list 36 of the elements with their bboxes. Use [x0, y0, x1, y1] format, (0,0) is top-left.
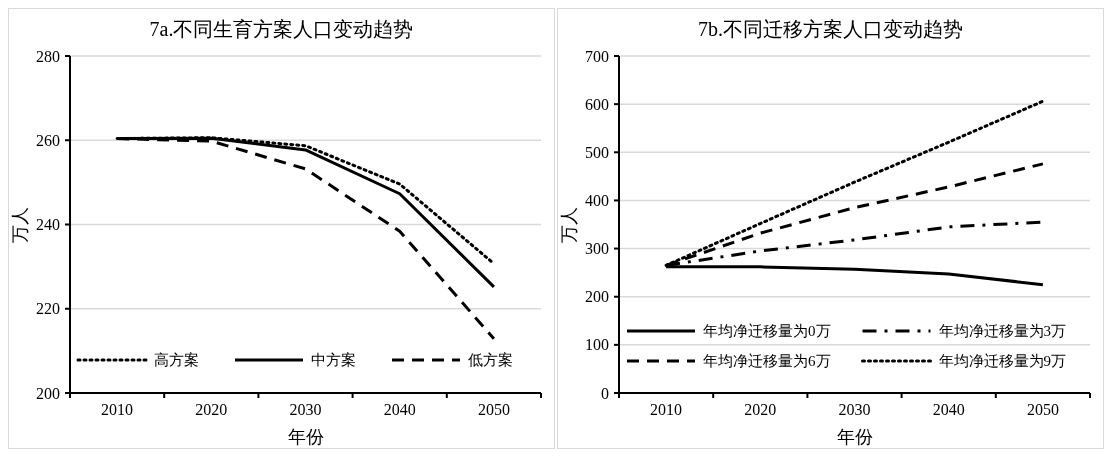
y-axis-title: 万人: [559, 206, 579, 243]
x-tick-label: 2040: [932, 401, 965, 418]
x-tick-label: 2040: [383, 401, 416, 418]
x-axis-title: 年份: [287, 427, 324, 447]
y-tick-label: 100: [585, 336, 609, 354]
chart-title: 7a.不同生育方案人口变动趋势: [149, 18, 414, 40]
x-tick-label: 2020: [744, 401, 777, 418]
x-tick-label: 2030: [289, 401, 322, 418]
legend-label: 低方案: [468, 352, 513, 369]
chart-title: 7b.不同迁移方案人口变动趋势: [698, 18, 963, 40]
y-tick-label: 240: [36, 216, 60, 234]
y-tick-label: 300: [585, 240, 609, 258]
y-axis-title: 万人: [10, 206, 30, 243]
x-tick-label: 2010: [650, 401, 683, 418]
y-tick-label: 200: [585, 288, 609, 306]
y-tick-label: 200: [36, 384, 60, 402]
legend-label: 年均净迁移量为6万: [703, 353, 831, 370]
x-tick-label: 2020: [195, 401, 228, 418]
y-tick-label: 700: [585, 47, 609, 65]
x-tick-label: 2030: [838, 401, 871, 418]
y-tick-label: 600: [585, 95, 609, 113]
legend-label: 年均净迁移量为3万: [938, 323, 1066, 340]
x-tick-label: 2050: [1026, 401, 1059, 418]
y-tick-label: 0: [601, 384, 609, 402]
legend-label: 年均净迁移量为9万: [938, 353, 1066, 370]
y-tick-label: 400: [585, 192, 609, 210]
y-tick-label: 260: [36, 131, 60, 149]
x-axis-title: 年份: [836, 427, 873, 447]
y-tick-label: 220: [36, 300, 60, 318]
legend-label: 高方案: [154, 352, 199, 369]
legend-label: 年均净迁移量为0万: [703, 323, 831, 340]
y-tick-label: 500: [585, 143, 609, 161]
legend-label: 中方案: [311, 352, 356, 369]
x-tick-label: 2010: [101, 401, 134, 418]
x-tick-label: 2050: [477, 401, 510, 418]
y-tick-label: 280: [36, 47, 60, 65]
